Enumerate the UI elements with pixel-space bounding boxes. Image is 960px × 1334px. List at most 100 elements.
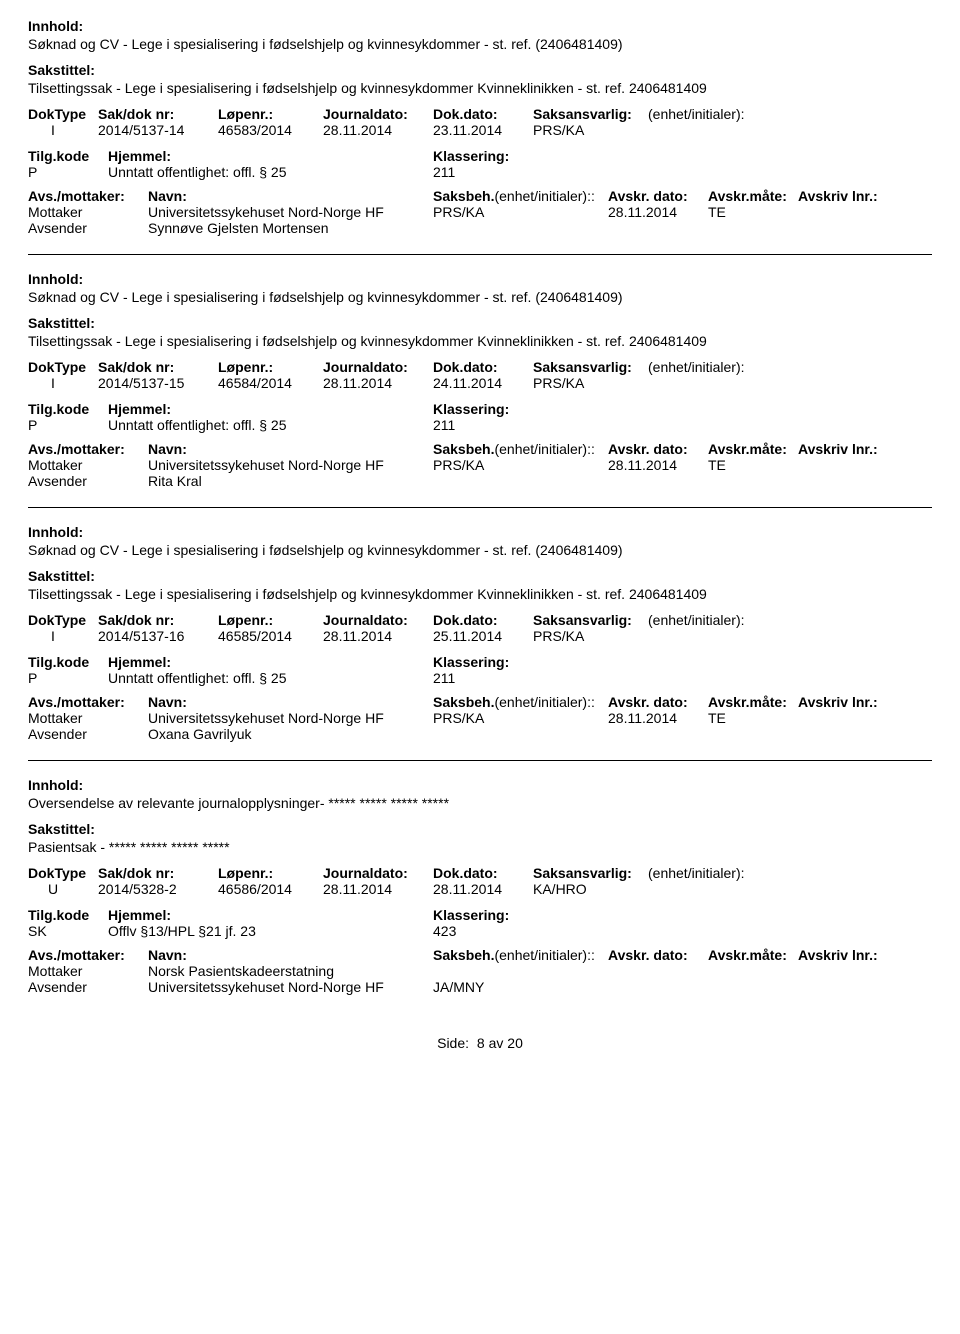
corr-name: Oxana Gavrilyuk [148,726,433,742]
val-saksansvarlig: PRS/KA [533,122,648,138]
hdr-avskriv-lnr: Avskriv lnr.: [798,947,878,963]
innhold-label: Innhold: [28,18,932,34]
corr-name: Universitetssykehuset Nord-Norge HF [148,204,433,220]
innhold-text: Søknad og CV - Lege i spesialisering i f… [28,36,932,52]
tilg-value-row: PUnntatt offentlighet: offl. § 25211 [28,417,932,433]
hdr-navn: Navn: [148,694,433,710]
val-tilgkode: P [28,164,108,180]
page-footer: Side: 8 av 20 [28,1035,932,1051]
journal-record: Innhold:Oversendelse av relevante journa… [28,777,932,995]
val-klassering: 211 [433,417,455,433]
sakstittel-label: Sakstittel: [28,315,932,331]
val-dokdato: 28.11.2014 [433,881,533,897]
hdr-saksansvarlig: Saksansvarlig: [533,106,648,122]
hdr-avskr-dato: Avskr. dato: [608,694,708,710]
hdr-sakdok: Sak/dok nr: [98,865,218,881]
corr-avskr-mate: TE [708,710,798,726]
hdr-sakdok: Sak/dok nr: [98,359,218,375]
tilg-header-row: Tilg.kodeHjemmel:Klassering: [28,148,932,164]
hdr-doktype: DokType [28,106,98,122]
hdr-journaldato: Journaldato: [323,359,433,375]
hdr-dokdato: Dok.dato: [433,612,533,628]
hdr-saksansvarlig: Saksansvarlig: [533,865,648,881]
corr-row: MottakerUniversitetssykehuset Nord-Norge… [28,457,932,473]
corr-name: Norsk Pasientskadeerstatning [148,963,433,979]
sakstittel-text: Tilsettingssak - Lege i spesialisering i… [28,586,932,602]
hdr-saksansvarlig: Saksansvarlig: [533,359,648,375]
record-separator [28,507,932,508]
sakstittel-label: Sakstittel: [28,821,932,837]
corr-role: Mottaker [28,710,148,726]
hdr-klassering: Klassering: [433,654,509,670]
val-saksansvarlig: KA/HRO [533,881,648,897]
val-dokdato: 24.11.2014 [433,375,533,391]
footer-page-sep: av [489,1035,504,1051]
hdr-sakdok: Sak/dok nr: [98,106,218,122]
val-dokdato: 23.11.2014 [433,122,533,138]
corr-role: Avsender [28,220,148,236]
val-dokdato: 25.11.2014 [433,628,533,644]
hdr-doktype: DokType [28,359,98,375]
meta-value-row: I2014/5137-1546584/201428.11.201424.11.2… [28,375,932,391]
val-hjemmel: Unntatt offentlighet: offl. § 25 [108,417,433,433]
meta-header-row: DokTypeSak/dok nr:Løpenr.:Journaldato:Do… [28,865,932,881]
hdr-avskr-dato: Avskr. dato: [608,441,708,457]
journal-record: Innhold: Søknad og CV - Lege i spesialise… [28,271,932,489]
val-journaldato: 28.11.2014 [323,881,433,897]
corr-row: MottakerUniversitetssykehuset Nord-Norge… [28,204,932,220]
tilg-header-row: Tilg.kodeHjemmel:Klassering: [28,654,932,670]
val-lopenr: 46586/2014 [218,881,323,897]
val-saksansvarlig: PRS/KA [533,628,648,644]
hdr-tilgkode: Tilg.kode [28,907,108,923]
tilg-value-row: SKOfflv §13/HPL §21 jf. 23423 [28,923,932,939]
corr-header-row: Avs./mottaker:Navn:Saksbeh.(enhet/initia… [28,947,932,963]
hdr-avskr-dato: Avskr. dato: [608,947,708,963]
corr-avskr-dato: 28.11.2014 [608,204,708,220]
hdr-doktype: DokType [28,612,98,628]
journal-record: Innhold: Søknad og CV - Lege i spesialise… [28,18,932,236]
corr-role: Avsender [28,979,148,995]
meta-value-row: U2014/5328-246586/201428.11.201428.11.20… [28,881,932,897]
corr-saksbeh: PRS/KA [433,204,608,220]
meta-header-row: DokTypeSak/dok nr:Løpenr.:Journaldato:Do… [28,359,932,375]
hdr-avskriv-lnr: Avskriv lnr.: [798,188,878,204]
hdr-saksbeh: Saksbeh.(enhet/initialer):: [433,947,608,963]
hdr-avskriv-lnr: Avskriv lnr.: [798,694,878,710]
hdr-navn: Navn: [148,188,433,204]
val-klassering: 423 [433,923,456,939]
innhold-text: Søknad og CV - Lege i spesialisering i f… [28,289,932,305]
hdr-avs-mottaker: Avs./mottaker: [28,441,148,457]
hdr-tilgkode: Tilg.kode [28,401,108,417]
corr-avskr-dato: 28.11.2014 [608,457,708,473]
innhold-label: Innhold: [28,777,932,793]
innhold-label: Innhold: [28,271,932,287]
val-journaldato: 28.11.2014 [323,122,433,138]
val-doktype: U [28,881,98,897]
hdr-dokdato: Dok.dato: [433,359,533,375]
meta-value-row: I2014/5137-1646585/201428.11.201425.11.2… [28,628,932,644]
record-separator [28,254,932,255]
hdr-avskr-mate: Avskr.måte: [708,947,798,963]
corr-name: Rita Kral [148,473,433,489]
footer-page-total: 20 [507,1035,523,1051]
corr-name: Universitetssykehuset Nord-Norge HF [148,710,433,726]
tilg-value-row: PUnntatt offentlighet: offl. § 25211 [28,164,932,180]
hdr-lopenr: Løpenr.: [218,359,323,375]
record-separator [28,760,932,761]
val-hjemmel: Offlv §13/HPL §21 jf. 23 [108,923,433,939]
corr-role: Mottaker [28,963,148,979]
tilg-header-row: Tilg.kodeHjemmel:Klassering: [28,401,932,417]
sakstittel-label: Sakstittel: [28,568,932,584]
val-tilgkode: SK [28,923,108,939]
corr-row: MottakerUniversitetssykehuset Nord-Norge… [28,710,932,726]
hdr-doktype: DokType [28,865,98,881]
val-sakdok: 2014/5137-14 [98,122,218,138]
hdr-klassering: Klassering: [433,907,509,923]
val-tilgkode: P [28,670,108,686]
val-doktype: I [28,122,98,138]
hdr-navn: Navn: [148,947,433,963]
hdr-avskr-mate: Avskr.måte: [708,694,798,710]
hdr-hjemmel: Hjemmel: [108,654,433,670]
hdr-sakdok: Sak/dok nr: [98,612,218,628]
corr-header-row: Avs./mottaker:Navn:Saksbeh.(enhet/initia… [28,694,932,710]
